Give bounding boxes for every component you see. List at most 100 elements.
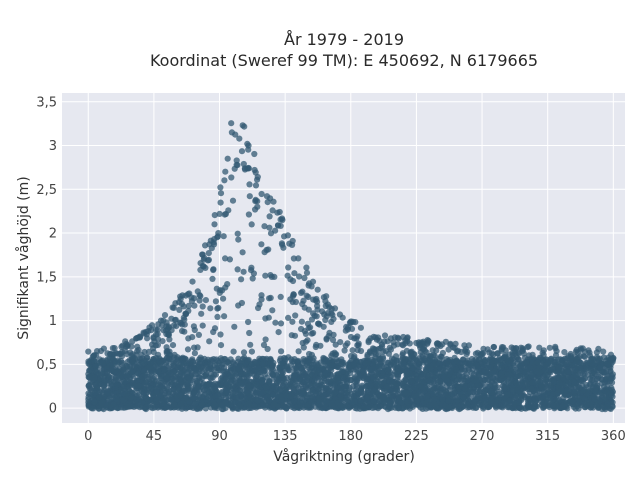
data-point [235,236,242,243]
data-point [238,276,245,283]
data-point [389,378,396,385]
data-point [175,384,182,391]
data-point [235,355,242,362]
data-point [594,358,601,365]
data-point [158,373,165,380]
data-point [370,397,377,404]
data-point [456,383,463,390]
data-point [378,373,385,380]
data-point [570,373,577,380]
data-point [425,337,432,344]
data-point [330,399,337,407]
data-point [252,182,260,189]
data-point [373,370,381,377]
data-point [143,379,150,386]
data-point [378,358,386,365]
data-point [379,394,386,402]
data-point [279,363,286,370]
data-point [610,354,617,361]
data-point [251,166,258,174]
data-point [264,345,271,353]
data-point [514,356,522,363]
data-point [184,291,192,298]
data-point [221,177,228,184]
data-point [206,338,213,345]
data-point [259,401,266,408]
data-point [245,142,252,149]
data-point [275,377,282,384]
data-point [289,298,296,306]
data-point [300,390,307,398]
data-point [99,398,106,405]
data-point [85,396,92,403]
data-point [570,403,577,410]
data-point [577,365,584,372]
data-point [498,370,505,377]
data-point [290,255,297,262]
data-point [246,329,253,337]
data-point [349,347,356,354]
data-point [107,350,114,357]
data-points [85,120,617,413]
data-point [161,312,169,319]
data-point [251,150,258,158]
data-point [448,391,455,398]
data-point [530,405,538,412]
data-point [183,365,190,372]
data-point [248,348,255,355]
data-point [236,402,243,409]
data-point [377,403,384,410]
data-point [245,318,252,326]
data-point [555,364,562,372]
data-point [328,310,335,317]
data-point [546,344,553,351]
data-point [581,353,588,360]
data-point [110,391,117,398]
data-point [360,368,367,375]
data-point [568,356,575,363]
data-point [608,392,615,399]
data-point [432,375,439,382]
data-point [225,382,232,389]
data-point [461,342,468,349]
data-point [252,359,259,366]
data-point [163,348,170,355]
data-point [467,388,474,395]
data-point [199,303,206,310]
data-point [468,370,475,377]
data-point [255,364,262,371]
data-point [95,394,103,401]
data-point [209,374,216,381]
data-point [486,381,493,388]
data-point [463,351,470,358]
data-point [299,288,306,295]
data-point [91,374,98,381]
data-point [344,340,351,347]
data-point [198,310,205,317]
data-point [197,293,204,300]
data-point [236,135,243,142]
data-point [203,396,210,403]
data-point [205,250,212,257]
data-point [346,384,353,391]
data-point [593,402,600,409]
data-point [95,405,102,412]
data-point [179,292,186,299]
data-point [136,362,143,369]
data-point [398,399,405,406]
data-point [347,377,355,384]
data-point [498,346,505,353]
data-point [225,207,232,214]
data-point [284,272,291,279]
data-point [167,355,174,363]
data-point [261,249,268,256]
data-point [113,377,120,384]
data-point [159,322,166,329]
data-point [229,389,236,397]
data-point [406,403,413,410]
data-point [445,346,452,353]
data-point [266,295,273,302]
data-point [416,355,423,362]
data-point [118,361,125,368]
data-point [145,348,152,355]
